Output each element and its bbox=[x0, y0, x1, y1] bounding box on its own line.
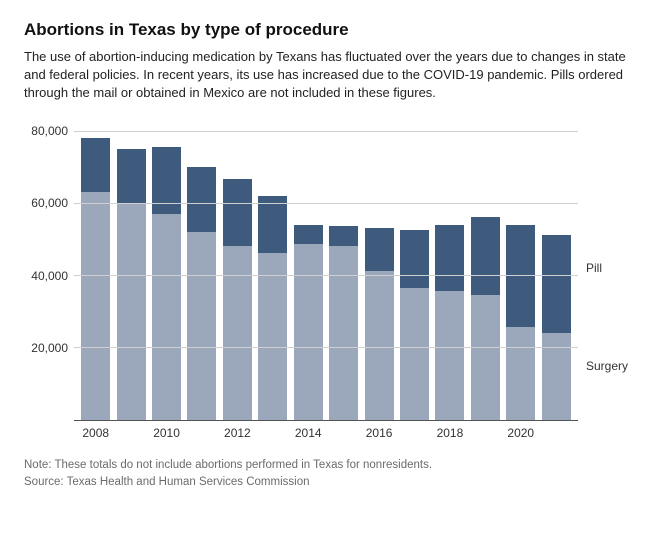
gridline bbox=[74, 275, 578, 276]
stacked-bar bbox=[506, 225, 535, 420]
y-tick-label: 60,000 bbox=[31, 196, 68, 210]
stacked-bar bbox=[223, 179, 252, 419]
bar-segment-pill bbox=[400, 230, 429, 288]
bar-segment-surgery bbox=[223, 246, 252, 419]
x-tick-label: 2014 bbox=[295, 426, 322, 440]
bar-segment-surgery bbox=[400, 288, 429, 420]
stacked-bar bbox=[117, 149, 146, 420]
stacked-bar bbox=[471, 217, 500, 419]
footnote-note: Note: These totals do not include aborti… bbox=[24, 457, 636, 474]
bar-segment-surgery bbox=[117, 203, 146, 420]
bar-segment-pill bbox=[258, 196, 287, 254]
y-tick-label: 40,000 bbox=[31, 269, 68, 283]
bar-segment-surgery bbox=[365, 271, 394, 419]
bar-segment-pill bbox=[187, 167, 216, 232]
bar-segment-surgery bbox=[187, 232, 216, 420]
bar-segment-pill bbox=[329, 226, 358, 246]
bar-segment-surgery bbox=[81, 192, 110, 420]
bar-segment-pill bbox=[117, 149, 146, 203]
bar-segment-surgery bbox=[152, 214, 181, 420]
x-tick-label: 2018 bbox=[437, 426, 464, 440]
bar-segment-surgery bbox=[294, 244, 323, 419]
bar-segment-surgery bbox=[471, 295, 500, 420]
stacked-bar bbox=[258, 196, 287, 420]
chart-subtitle: The use of abortion-inducing medication … bbox=[24, 48, 636, 103]
chart-title: Abortions in Texas by type of procedure bbox=[24, 20, 636, 40]
footnote-source: Source: Texas Health and Human Services … bbox=[24, 474, 636, 491]
bar-segment-surgery bbox=[435, 291, 464, 419]
bar-segment-surgery bbox=[542, 333, 571, 420]
x-tick-label: 2020 bbox=[507, 426, 534, 440]
y-tick-label: 20,000 bbox=[31, 341, 68, 355]
bar-segment-pill bbox=[435, 225, 464, 292]
x-tick-label: 2010 bbox=[153, 426, 180, 440]
bar-segment-pill bbox=[542, 235, 571, 333]
bar-segment-pill bbox=[223, 179, 252, 246]
stacked-bar bbox=[294, 225, 323, 420]
gridline bbox=[74, 203, 578, 204]
gridline bbox=[74, 131, 578, 132]
stacked-bar bbox=[400, 230, 429, 420]
stacked-bar bbox=[365, 228, 394, 419]
stacked-bar bbox=[435, 225, 464, 420]
legend: Pill Surgery bbox=[582, 131, 636, 421]
x-tick-label: 2008 bbox=[82, 426, 109, 440]
legend-label-pill: Pill bbox=[586, 261, 602, 275]
chart-area: 20,00040,00060,00080,000 200820102012201… bbox=[24, 131, 636, 441]
bar-segment-surgery bbox=[506, 327, 535, 419]
y-axis: 20,00040,00060,00080,000 bbox=[24, 131, 74, 421]
stacked-bar bbox=[152, 147, 181, 420]
plot-area: 2008201020122014201620182020 bbox=[74, 131, 578, 421]
legend-label-surgery: Surgery bbox=[586, 359, 628, 373]
chart-footnote: Note: These totals do not include aborti… bbox=[24, 457, 636, 492]
stacked-bar bbox=[542, 235, 571, 419]
bar-segment-pill bbox=[365, 228, 394, 271]
bar-segment-surgery bbox=[329, 246, 358, 419]
x-tick-label: 2012 bbox=[224, 426, 251, 440]
bar-segment-pill bbox=[471, 217, 500, 295]
y-tick-label: 80,000 bbox=[31, 124, 68, 138]
bar-segment-pill bbox=[81, 138, 110, 192]
bar-segment-surgery bbox=[258, 253, 287, 419]
bar-segment-pill bbox=[294, 225, 323, 245]
stacked-bar bbox=[329, 226, 358, 419]
gridline bbox=[74, 347, 578, 348]
stacked-bar bbox=[81, 138, 110, 420]
stacked-bar bbox=[187, 167, 216, 420]
x-tick-label: 2016 bbox=[366, 426, 393, 440]
